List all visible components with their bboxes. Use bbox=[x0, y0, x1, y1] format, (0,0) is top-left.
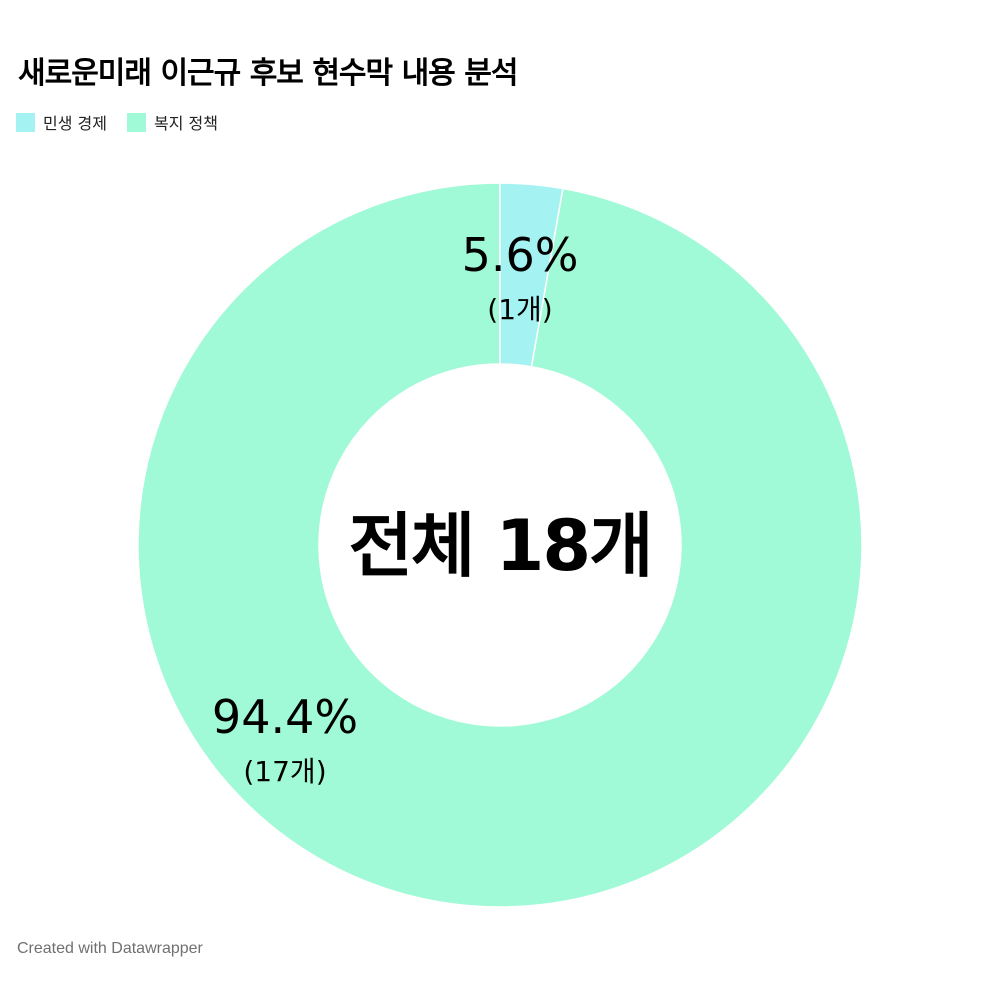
donut-center-total: 전체 18개 bbox=[348, 505, 654, 587]
legend: 민생 경제 복지 정책 bbox=[16, 110, 218, 134]
slice-label-pct-minsaeng: 5.6% bbox=[461, 228, 579, 282]
chart-title: 새로운미래 이근규 후보 현수막 내용 분석 bbox=[18, 56, 518, 91]
slice-minsaeng bbox=[499, 182, 564, 368]
legend-item-bokji: 복지 정책 bbox=[126, 110, 218, 134]
slice-bokji bbox=[137, 182, 863, 908]
legend-swatch-bokji bbox=[126, 112, 146, 132]
legend-label: 민생 경제 bbox=[43, 114, 107, 133]
legend-label: 복지 정책 bbox=[153, 114, 218, 133]
legend-swatch-minsaeng bbox=[16, 112, 35, 132]
slice-label-count-bokji: (17개) bbox=[243, 755, 327, 788]
slice-label-count-minsaeng: (1개) bbox=[487, 293, 553, 326]
datawrapper-credit: Created with Datawrapper bbox=[17, 940, 203, 957]
slice-label-pct-bokji: 94.4% bbox=[211, 690, 359, 744]
legend-item-minsaeng: 민생 경제 bbox=[16, 110, 107, 134]
